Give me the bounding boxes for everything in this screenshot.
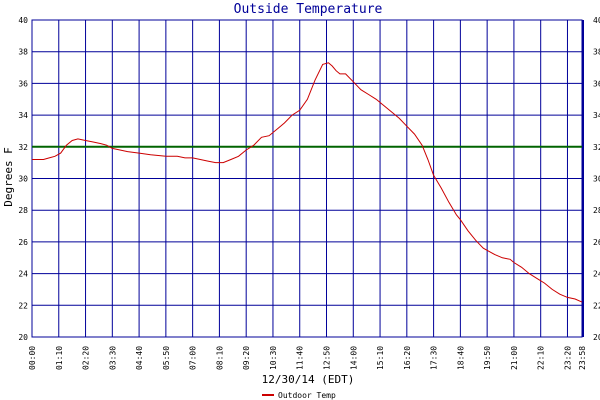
series-group: [32, 62, 583, 303]
y-tick-label-left: 38: [18, 48, 28, 57]
x-tick-label: 12:50: [323, 346, 332, 370]
x-tick-label: 09:20: [242, 346, 251, 370]
series-line-outdoor-temp: [32, 62, 583, 303]
y-tick-label-left: 26: [18, 238, 28, 247]
y-tick-label-left: 24: [18, 270, 28, 279]
x-axis-title: 12/30/14 (EDT): [262, 373, 355, 386]
x-tick-label: 22:10: [537, 346, 546, 370]
y-tick-label-right: 38: [593, 48, 600, 57]
y-tick-label-right: 40: [593, 16, 600, 25]
y-tick-label-left: 22: [18, 301, 28, 310]
x-tick-label: 21:00: [510, 346, 519, 370]
x-tick-label: 08:10: [215, 346, 224, 370]
y-tick-label-right: 22: [593, 301, 600, 310]
y-tick-label-left: 28: [18, 206, 28, 215]
y-tick-label-right: 24: [593, 270, 600, 279]
x-tick-label: 18:40: [456, 346, 465, 370]
y-tick-label-right: 20: [593, 333, 600, 342]
y-tick-label-right: 30: [593, 175, 600, 184]
y-tick-label-right: 34: [593, 111, 600, 120]
x-tick-label: 10:30: [269, 346, 278, 370]
grid-lines: [31, 19, 584, 338]
x-tick-label: 23:58: [578, 346, 587, 370]
y-tick-label-left: 34: [18, 111, 28, 120]
x-tick-label: 03:30: [108, 346, 117, 370]
y-tick-label-left: 30: [18, 175, 28, 184]
x-tick-label: 01:10: [55, 346, 64, 370]
x-tick-label: 16:20: [403, 346, 412, 370]
x-tick-label: 17:30: [430, 346, 439, 370]
y-tick-label-right: 26: [593, 238, 600, 247]
y-tick-label-left: 32: [18, 143, 28, 152]
y-axis-title: Degrees F: [2, 147, 15, 207]
y-tick-label-right: 32: [593, 143, 600, 152]
x-tick-label: 15:10: [376, 346, 385, 370]
legend: Outdoor Temp: [262, 391, 336, 400]
y-tick-label-left: 36: [18, 79, 28, 88]
x-tick-label: 23:20: [563, 346, 572, 370]
chart-title: Outside Temperature: [234, 2, 383, 17]
x-tick-label: 04:40: [135, 346, 144, 370]
x-tick-label: 02:20: [82, 346, 91, 370]
x-tick-label: 11:40: [296, 346, 305, 370]
x-tick-label: 14:00: [349, 346, 358, 370]
y-tick-label-right: 36: [593, 79, 600, 88]
y-tick-label-left: 20: [18, 333, 28, 342]
x-tick-label: 05:50: [162, 346, 171, 370]
x-tick-label: 07:00: [189, 346, 198, 370]
axis-ticks: 20 20 22 22 24 24 26 26 28 28 30 30 32 32 34 34 36 36 38 38…: [18, 16, 600, 370]
x-tick-label: 00:00: [28, 346, 37, 370]
y-tick-label-right: 28: [593, 206, 600, 215]
y-tick-label-left: 40: [18, 16, 28, 25]
legend-label: Outdoor Temp: [278, 391, 336, 400]
x-tick-label: 19:50: [483, 346, 492, 370]
